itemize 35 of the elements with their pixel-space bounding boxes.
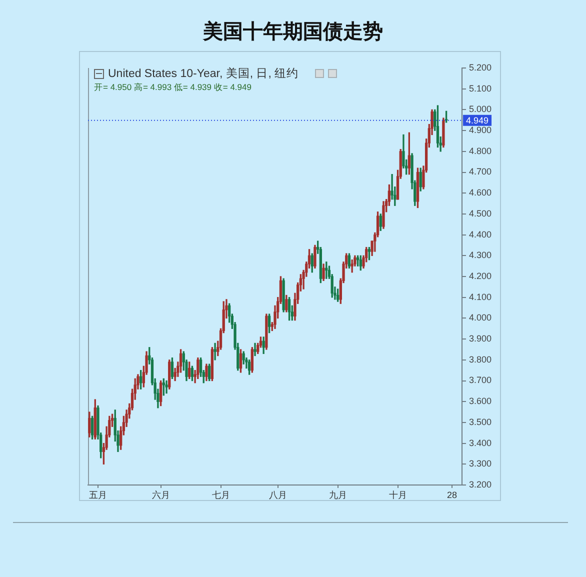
y-tick-label: 4.800 [469, 146, 492, 156]
y-tick-label: 3.200 [469, 479, 492, 490]
y-tick-label: 3.400 [469, 438, 492, 448]
y-tick-label: 3.700 [469, 375, 492, 386]
ref-line-label: 4.949 [466, 115, 489, 126]
chart-title: 美国十年期国债走势 [202, 18, 384, 45]
x-tick-label: 五月 [88, 490, 107, 500]
y-tick-label: 3.500 [469, 416, 492, 427]
y-tick-label: 3.300 [469, 458, 492, 469]
x-tick-label: 九月 [328, 490, 347, 500]
y-tick-label: 4.700 [469, 166, 492, 177]
y-tick-label: 5.000 [469, 104, 492, 114]
candlestick [214, 342, 216, 360]
y-tick-label: 4.300 [469, 250, 492, 260]
y-tick-label: 4.000 [469, 312, 492, 323]
candlestick [254, 342, 256, 356]
y-tick-label: 3.600 [469, 396, 492, 406]
y-tick-label: 4.900 [469, 125, 492, 136]
x-tick-label: 28 [447, 490, 458, 500]
y-tick-label: 4.400 [469, 229, 492, 240]
chart-subtitle: United States 10-Year, 美国, 日, 纽约 [108, 66, 299, 81]
annotation: 开= 4.950 高= 4.993 低= 4.939 收= 4.949 [94, 82, 252, 94]
y-tick-label: 4.500 [469, 208, 492, 218]
x-tick-label: 八月 [268, 490, 287, 500]
candlestick [165, 380, 168, 394]
x-tick-label: 十月 [388, 490, 407, 500]
y-tick-label: 4.100 [469, 292, 492, 302]
x-tick-label: 六月 [152, 490, 170, 500]
y-tick-label: 4.600 [469, 188, 492, 198]
y-tick-label: 3.900 [469, 334, 492, 344]
y-tick-label: 3.800 [469, 354, 492, 364]
y-tick-label: 4.200 [469, 270, 492, 281]
y-tick-label: 5.200 [469, 62, 492, 72]
x-tick-label: 七月 [212, 490, 230, 500]
y-tick-label: 5.100 [469, 83, 492, 94]
